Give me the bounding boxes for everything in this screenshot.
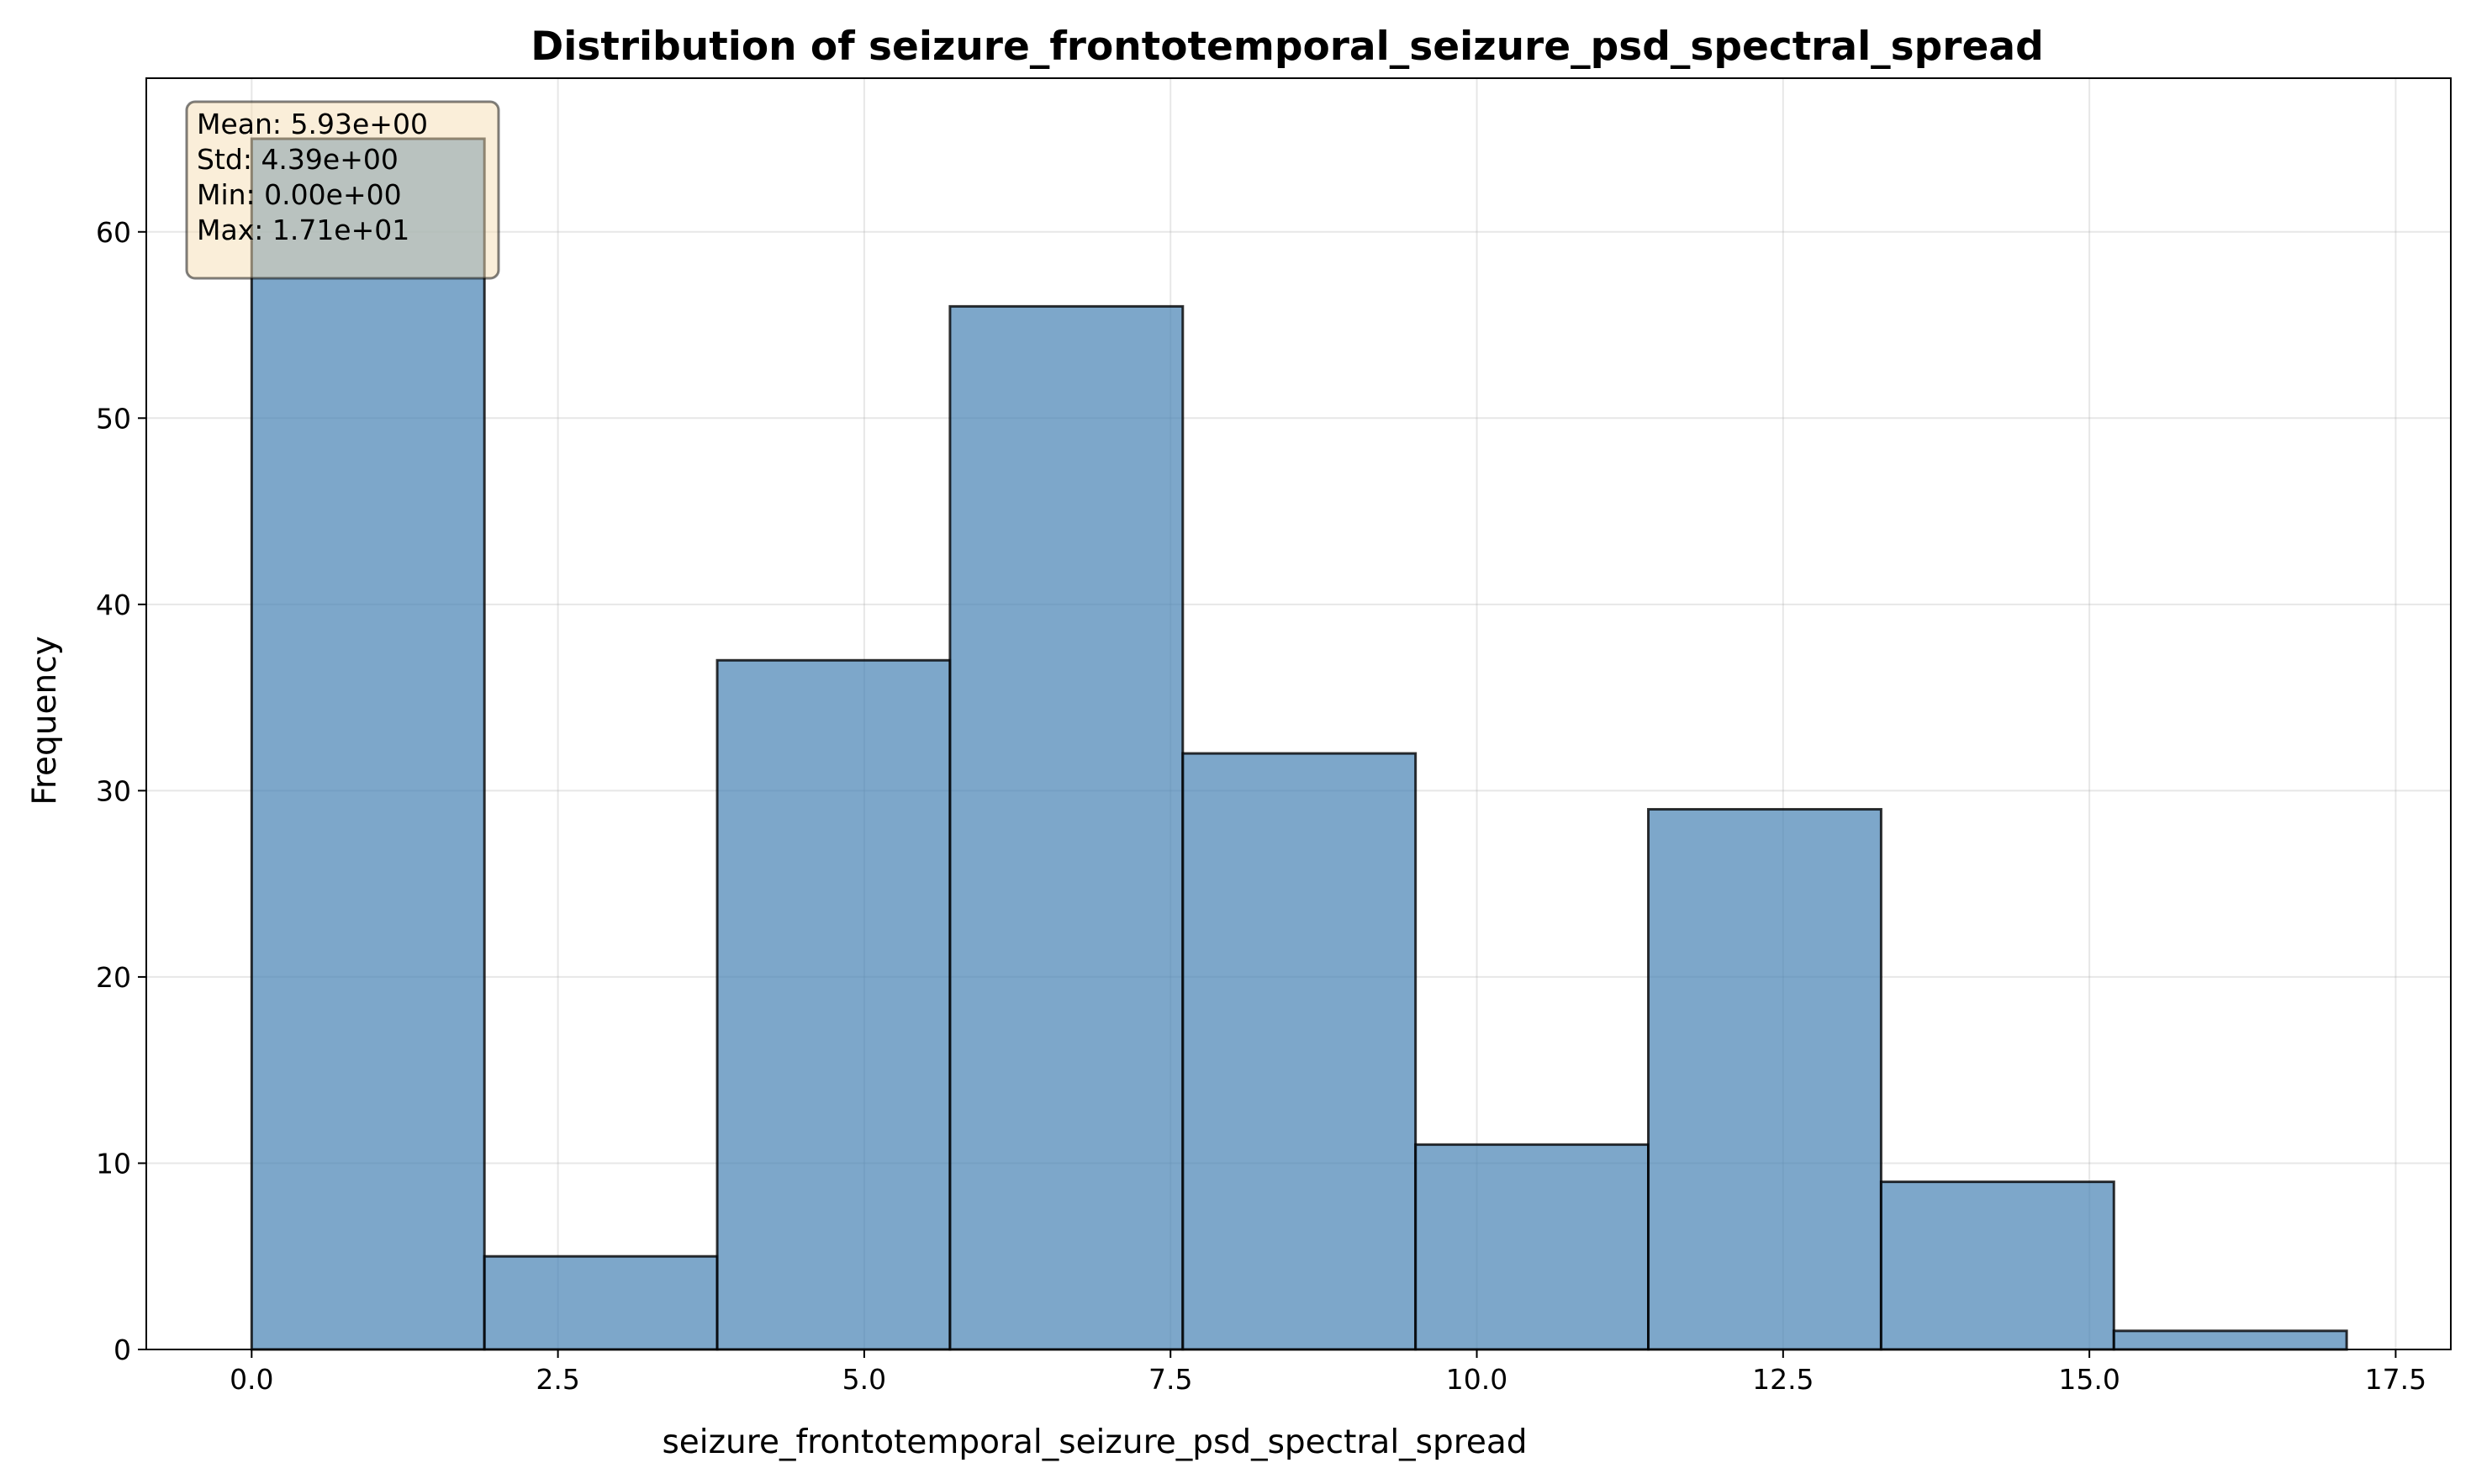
y-tick-label-5: 50 bbox=[96, 402, 131, 435]
histogram-bar-2 bbox=[715, 658, 952, 1351]
y-tick-label-4: 40 bbox=[96, 589, 131, 621]
y-tick-label-1: 10 bbox=[96, 1147, 131, 1180]
histogram-bar-5 bbox=[1414, 1143, 1650, 1351]
stats-box-background bbox=[185, 100, 500, 280]
y-tick-label-3: 30 bbox=[96, 774, 131, 807]
x-tick-label-2: 5.0 bbox=[842, 1363, 886, 1396]
histogram-bar-8 bbox=[2112, 1329, 2348, 1351]
histogram-bars bbox=[250, 137, 2348, 1351]
x-tick-label-1: 2.5 bbox=[536, 1363, 579, 1396]
plot-frame bbox=[145, 77, 2452, 1350]
stat-mean: Mean: 5.93e+00 bbox=[197, 108, 428, 140]
chart-title: Distribution of seizure_frontotemporal_s… bbox=[531, 24, 2043, 70]
stats-box: Mean: 5.93e+00 Std: 4.39e+00 Min: 0.00e+… bbox=[185, 100, 500, 280]
histogram-bar-4 bbox=[1181, 752, 1418, 1351]
x-tick-label-4: 10.0 bbox=[1446, 1363, 1507, 1396]
histogram-bar-6 bbox=[1647, 808, 1882, 1351]
axis-ticks: 0.0 2.5 5.0 7.5 10.0 12.5 15.0 17.5 0 10 20 30 40 50 6… bbox=[96, 216, 2426, 1396]
histogram-bar-1 bbox=[483, 1254, 719, 1351]
histogram-bar-0 bbox=[250, 137, 486, 1351]
stat-min: Min: 0.00e+00 bbox=[197, 178, 402, 211]
x-axis-label: seizure_frontotemporal_seizure_psd_spect… bbox=[662, 1423, 1527, 1461]
x-tick-label-6: 15.0 bbox=[2058, 1363, 2120, 1396]
y-tick-label-2: 20 bbox=[96, 961, 131, 994]
x-tick-label-5: 12.5 bbox=[1752, 1363, 1814, 1396]
stat-std: Std: 4.39e+00 bbox=[197, 143, 399, 176]
y-axis-label: Frequency bbox=[26, 636, 64, 805]
y-tick-label-0: 0 bbox=[114, 1333, 131, 1366]
histogram-bar-7 bbox=[1879, 1180, 2115, 1351]
x-tick-label-0: 0.0 bbox=[230, 1363, 273, 1396]
x-tick-label-7: 17.5 bbox=[2365, 1363, 2426, 1396]
histogram-bar-3 bbox=[948, 304, 1185, 1351]
y-tick-label-6: 60 bbox=[96, 216, 131, 249]
stat-max: Max: 1.71e+01 bbox=[197, 214, 409, 246]
x-tick-label-3: 7.5 bbox=[1148, 1363, 1192, 1396]
